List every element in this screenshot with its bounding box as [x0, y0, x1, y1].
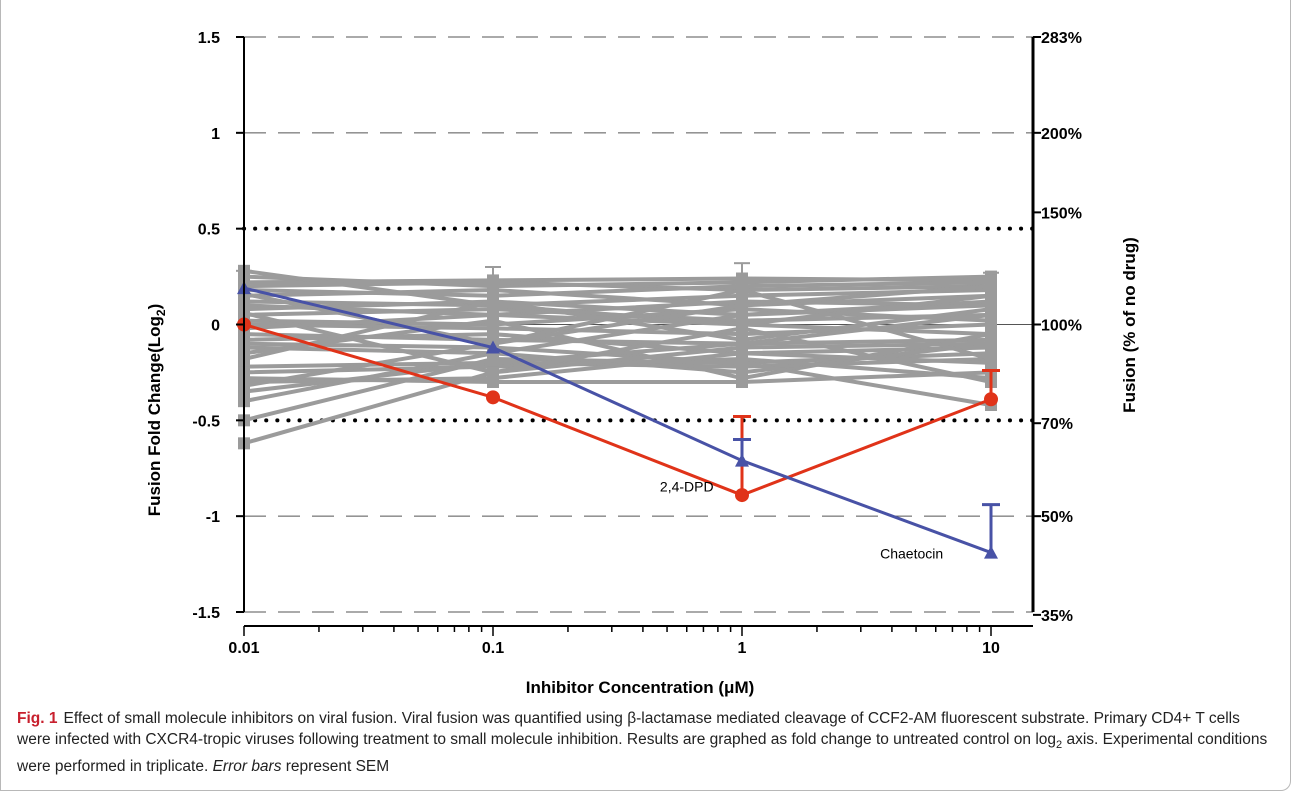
axes [236, 36, 1041, 636]
y2-tick-label: 35% [1041, 608, 1073, 625]
y-tick-label: 0 [211, 318, 220, 335]
y2-tick-label: 200% [1041, 126, 1082, 143]
y-tick-label: -0.5 [192, 413, 220, 430]
gray-series-line [243, 280, 992, 292]
gray-series-line [243, 311, 992, 384]
gray-series-point [736, 376, 748, 388]
gray-series-line [243, 284, 992, 388]
gray-series-line [243, 299, 992, 361]
y2-tick-label: 150% [1041, 205, 1082, 222]
annotation-chaetocin: Chaetocin [880, 545, 943, 561]
gray-series-line [243, 288, 992, 308]
gray-series-point [736, 308, 748, 321]
y-tick-label: 1.5 [198, 30, 220, 47]
series-line-blue [243, 286, 992, 554]
gray-series-point [487, 328, 499, 341]
gray-series-line [243, 276, 992, 285]
x-tick-label: 0.01 [228, 640, 259, 657]
y-axis-label: Fusion Fold Change(Log2) [145, 304, 168, 517]
y-tick-label: -1.5 [192, 605, 220, 622]
gray-series-point [985, 328, 997, 341]
gray-series-line [243, 341, 992, 446]
figure-caption: Fig. 1 Effect of small molecule inhibitor… [17, 708, 1272, 777]
gray-series-point [985, 353, 997, 365]
caption-text: Effect of small molecule inhibitors on v… [17, 710, 1268, 776]
gray-series-point [487, 284, 499, 296]
data-point-blue [984, 545, 998, 559]
gray-series-point [487, 295, 499, 308]
line-chart: 1.5 1 0.5 0 -0.5 -1 -1.5 283% 200% 150% 100% 70% 50%… [145, 30, 1139, 697]
figure-label: Fig. 1 [17, 710, 58, 727]
gray-series-point [736, 284, 748, 296]
y2-tick-label: 283% [1041, 30, 1082, 47]
data-point-blue [486, 340, 500, 354]
gray-series-point [487, 314, 499, 327]
gray-series-point [736, 322, 748, 335]
data-point-red [984, 392, 998, 407]
data-point-blue [735, 453, 749, 467]
data-point-red [486, 390, 500, 405]
y2-tick-label: 50% [1041, 509, 1073, 526]
annotation-2-4-dpd: 2,4-DPD [660, 478, 714, 494]
y-tick-label: 1 [211, 126, 220, 143]
y-tick-label: 0.5 [198, 222, 220, 239]
gray-series-point [736, 299, 748, 312]
gray-series-point [487, 353, 499, 365]
x-tick-label: 10 [982, 640, 1000, 657]
series-line-red [243, 323, 992, 497]
gray-series-point [985, 289, 997, 302]
highlighted-series-group [237, 281, 1000, 559]
secondary-y-axis-label: Fusion (% of no drug) [1120, 237, 1139, 413]
gray-series-line [243, 351, 992, 384]
y2-tick-label: 100% [1041, 318, 1082, 335]
gray-series-point [985, 318, 997, 331]
data-point-red [735, 488, 749, 503]
gray-series-point [487, 366, 499, 379]
y2-tick-label: 70% [1041, 416, 1073, 433]
gray-series-point [985, 303, 997, 316]
tick-labels: 1.5 1 0.5 0 -0.5 -1 -1.5 283% 200% 150% 100% 70% 50%… [192, 30, 1082, 657]
gray-series-point [736, 356, 748, 369]
x-axis-label: Inhibitor Concentration (μM) [526, 678, 755, 697]
gray-series-point [736, 333, 748, 346]
x-tick-label: 1 [738, 640, 747, 657]
gray-series-point [985, 337, 997, 350]
x-tick-label: 0.1 [482, 640, 504, 657]
y-tick-label: -1 [206, 509, 220, 526]
